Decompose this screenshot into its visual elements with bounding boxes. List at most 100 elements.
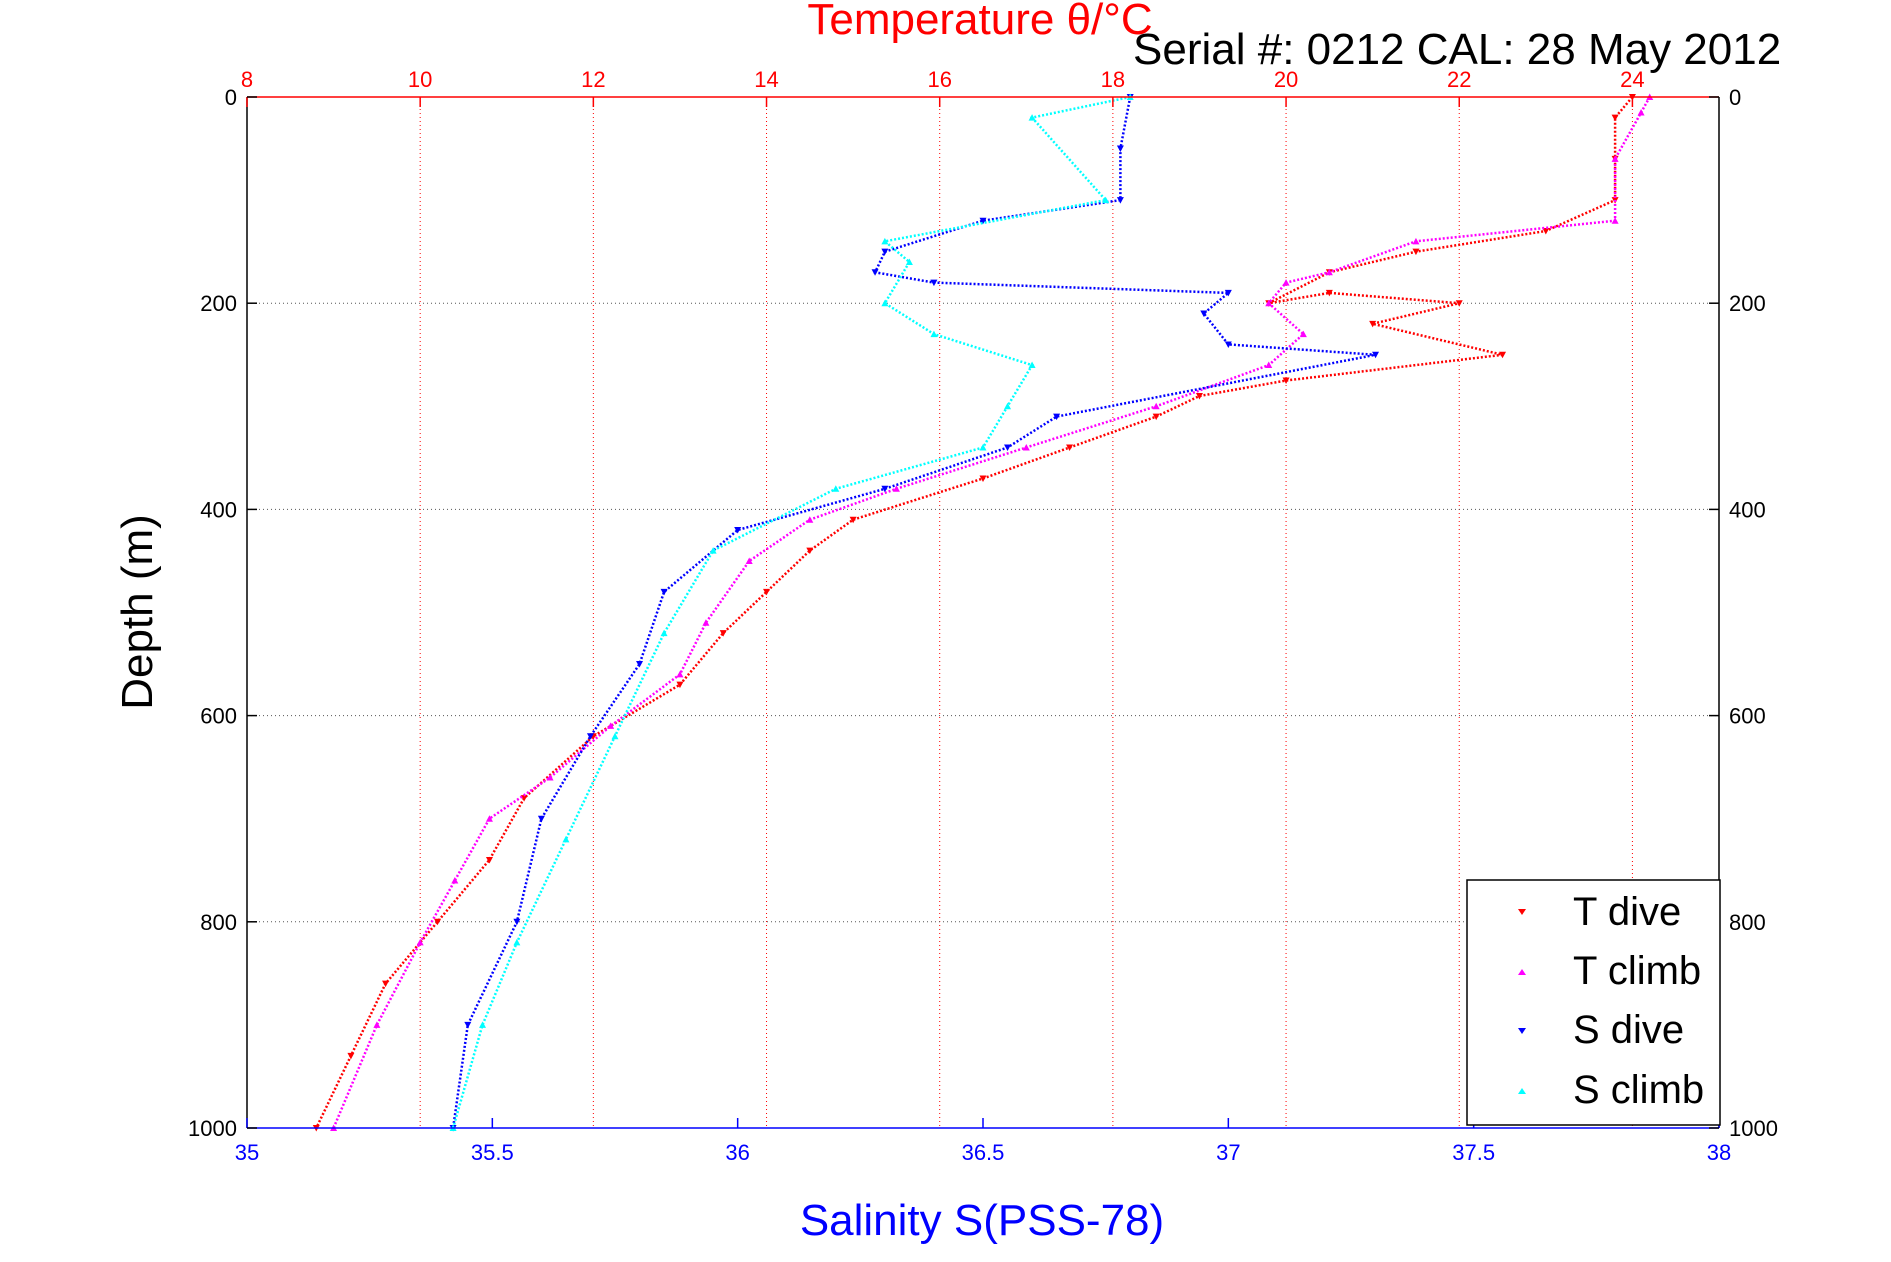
series-0 (312, 94, 1636, 1132)
data-point-s1-3 (1611, 217, 1619, 224)
legend-item-t-dive: T dive (1518, 890, 1681, 934)
data-point-s1-15 (702, 619, 710, 626)
legend-label-t-climb: T climb (1573, 949, 1701, 993)
right-tick-label-4: 800 (1729, 910, 1766, 935)
data-point-s0-4 (1542, 228, 1550, 235)
data-point-s0-1 (1611, 114, 1619, 122)
data-point-s0-18 (806, 547, 814, 555)
left-tick-label-0: 0 (225, 85, 237, 110)
data-point-s3-3 (881, 237, 889, 245)
top-axis-label: Temperature θ/°C (807, 0, 1152, 44)
serial-annotation: Serial #: 0212 CAL: 28 May 2012 (1133, 25, 1781, 74)
data-point-s1-9 (1265, 361, 1273, 369)
legend-marker-s-climb (1518, 1088, 1526, 1094)
top-tick-label-7: 22 (1447, 67, 1471, 92)
data-point-s3-12 (660, 629, 668, 637)
y-axis-label: Depth (m) (113, 514, 162, 710)
data-point-s2-7 (1224, 289, 1232, 297)
data-point-s0-14 (1152, 413, 1160, 421)
data-point-s3-8 (1004, 402, 1012, 410)
data-point-s0-11 (1499, 351, 1507, 359)
data-point-s1-4 (1412, 237, 1420, 245)
data-point-s0-26 (382, 980, 390, 988)
right-tick-label-3: 600 (1729, 704, 1766, 729)
data-point-s1-1 (1637, 108, 1645, 116)
data-point-s2-15 (660, 588, 668, 596)
data-point-s2-5 (871, 269, 879, 276)
data-point-s2-11 (1053, 413, 1061, 421)
data-point-s1-10 (1152, 402, 1160, 410)
data-point-s3-11 (709, 547, 717, 554)
legend-label-s-dive: S dive (1573, 1008, 1684, 1052)
data-point-s0-20 (719, 630, 727, 637)
bottom-tick-label-2: 36 (725, 1140, 749, 1165)
data-point-s1-11 (1022, 444, 1030, 451)
data-point-s0-25 (433, 918, 441, 926)
data-point-s1-17 (607, 722, 615, 729)
right-tick-label-0: 0 (1729, 85, 1741, 110)
data-point-s1-8 (1299, 330, 1307, 338)
left-tick-label-4: 800 (200, 910, 237, 935)
legend-marker-t-climb (1518, 969, 1526, 975)
legend-item-s-climb: S climb (1518, 1068, 1704, 1112)
data-point-s0-15 (1066, 444, 1074, 452)
bottom-tick-label-3: 36.5 (962, 1140, 1005, 1165)
data-point-s1-2 (1611, 155, 1619, 162)
legend-label-s-climb: S climb (1573, 1068, 1704, 1112)
data-point-s2-19 (513, 918, 521, 926)
data-point-s3-10 (832, 485, 840, 492)
left-tick-label-5: 1000 (188, 1116, 237, 1141)
legend-item-s-dive: S dive (1518, 1008, 1684, 1052)
data-point-s3-15 (513, 938, 521, 946)
data-point-s3-1 (1028, 114, 1036, 121)
data-point-s1-14 (745, 557, 753, 564)
data-point-s1-18 (546, 773, 554, 781)
series-layer (312, 93, 1654, 1132)
data-point-s0-13 (1195, 392, 1203, 400)
data-point-s1-22 (373, 1021, 381, 1028)
data-point-s3-9 (979, 444, 987, 451)
series-3 (449, 93, 1134, 1131)
data-point-s0-9 (1455, 300, 1463, 307)
top-tick-label-8: 24 (1620, 67, 1644, 92)
legend: T dive T climb S dive S climb (1466, 879, 1721, 1126)
data-point-s1-7 (1265, 299, 1273, 307)
top-tick-label-3: 14 (754, 67, 778, 92)
data-point-s3-14 (562, 835, 570, 843)
data-point-s3-4 (905, 258, 913, 265)
top-tick-label-2: 12 (581, 67, 605, 92)
data-point-s2-3 (979, 217, 987, 225)
left-tick-label-3: 600 (200, 704, 237, 729)
data-point-s2-16 (636, 661, 644, 668)
bottom-tick-label-4: 37 (1216, 1140, 1240, 1165)
data-point-s0-24 (485, 856, 493, 864)
data-point-s0-8 (1325, 289, 1333, 297)
right-tick-label-1: 200 (1729, 291, 1766, 316)
data-point-s1-16 (676, 670, 684, 678)
data-point-s2-18 (537, 815, 545, 823)
data-point-s0-5 (1412, 248, 1420, 256)
top-tick-label-4: 16 (927, 67, 951, 92)
data-point-s3-16 (479, 1021, 487, 1028)
bottom-tick-label-6: 38 (1707, 1140, 1731, 1165)
data-point-s0-21 (676, 681, 684, 689)
data-point-s1-19 (485, 815, 493, 822)
data-point-s3-5 (881, 299, 889, 307)
data-point-s1-13 (806, 516, 814, 523)
top-tick-label-1: 10 (408, 67, 432, 92)
top-tick-label-5: 18 (1101, 67, 1125, 92)
bottom-tick-label-1: 35.5 (471, 1140, 514, 1165)
data-point-s0-27 (347, 1052, 355, 1060)
data-point-s1-6 (1282, 279, 1290, 286)
legend-item-t-climb: T climb (1518, 949, 1701, 993)
data-point-s0-19 (763, 588, 771, 596)
data-point-s2-4 (881, 248, 889, 256)
series-trace-3 (451, 95, 1131, 1129)
data-point-s3-7 (1028, 361, 1036, 369)
legend-marker-t-dive (1518, 909, 1526, 915)
data-point-s2-12 (1004, 444, 1012, 452)
data-point-s2-10 (1372, 351, 1380, 359)
grid (247, 97, 1719, 1128)
bottom-axis-label: Salinity S(PSS-78) (800, 1196, 1164, 1245)
